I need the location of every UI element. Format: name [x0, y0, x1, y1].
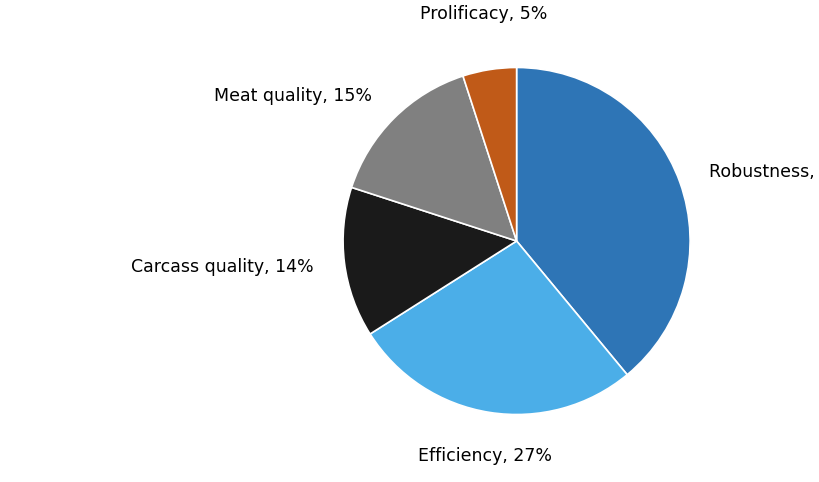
Text: Meat quality, 15%: Meat quality, 15%	[214, 87, 371, 105]
Text: Prolificacy, 5%: Prolificacy, 5%	[419, 5, 546, 23]
Text: Carcass quality, 14%: Carcass quality, 14%	[131, 258, 313, 276]
Wedge shape	[463, 67, 516, 241]
Wedge shape	[516, 67, 690, 375]
Text: Robustness, 39%: Robustness, 39%	[708, 162, 819, 181]
Text: Efficiency, 27%: Efficiency, 27%	[418, 447, 552, 465]
Wedge shape	[369, 241, 627, 415]
Wedge shape	[342, 187, 516, 334]
Wedge shape	[351, 76, 516, 241]
